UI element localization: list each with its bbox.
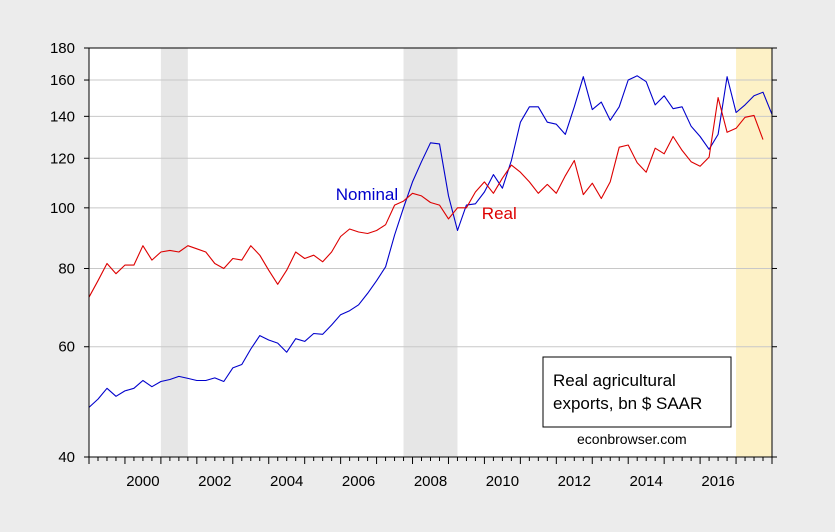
series-line-real [88, 97, 764, 298]
x-tick-label: 2008 [414, 473, 447, 490]
series-layer [88, 75, 773, 408]
y-tick-label: 140 [50, 108, 75, 125]
legend-line-2: exports, bn $ SAAR [553, 394, 702, 413]
y-tick-label: 60 [58, 339, 75, 356]
credit-text: econbrowser.com [577, 431, 687, 447]
legend-frame [542, 356, 732, 428]
legend-box: Real agricultural exports, bn $ SAAR econb… [542, 356, 732, 447]
x-tick-label: 2012 [558, 473, 591, 490]
legend-line-1: Real agricultural [553, 371, 676, 390]
gridlines [89, 79, 772, 348]
x-tick-label: 2006 [342, 473, 375, 490]
series-label-real: Real [482, 204, 517, 223]
x-tick-label: 2014 [629, 473, 662, 490]
recession-band-1 [160, 48, 188, 457]
y-tick-label: 40 [58, 449, 75, 466]
x-tick-label: 2010 [486, 473, 519, 490]
series-labels: Nominal Real [336, 185, 517, 223]
y-tick-label: 120 [50, 150, 75, 167]
recession-band-2 [403, 48, 458, 457]
axes: 40 60 80 100 120 140 160 180 2000 2002 2004 2006 200… [50, 40, 777, 490]
series-label-nominal: Nominal [336, 185, 398, 204]
x-tick-label: 2000 [126, 473, 159, 490]
y-tick-label: 100 [50, 200, 75, 217]
y-tick-label: 180 [50, 40, 75, 57]
x-tick-label: 2004 [270, 473, 303, 490]
highlight-period [736, 48, 772, 457]
y-tick-label: 160 [50, 72, 75, 89]
x-tick-label: 2002 [198, 473, 231, 490]
y-tick-label: 80 [58, 261, 75, 278]
x-tick-label: 2016 [701, 473, 734, 490]
series-line-nominal [88, 75, 773, 408]
